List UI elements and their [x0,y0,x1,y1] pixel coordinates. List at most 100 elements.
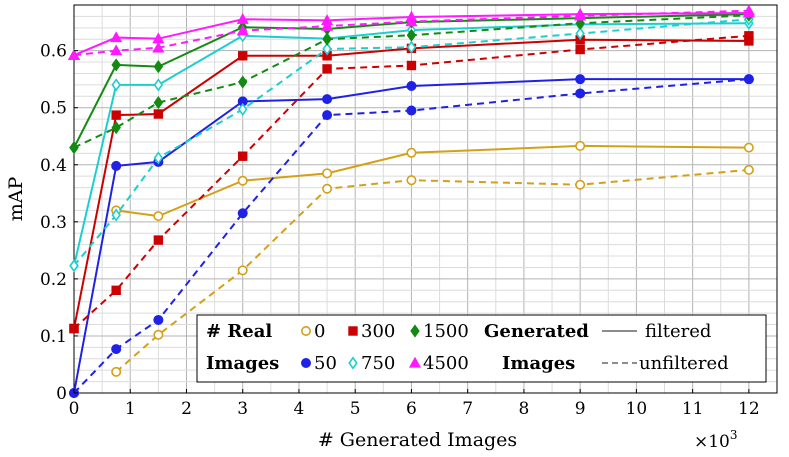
y-tick-label: 0.5 [40,99,67,119]
data-point-marker [153,211,164,222]
series-0-unfiltered [111,164,754,377]
series-50-unfiltered [69,74,754,398]
x-tick-label: 9 [575,399,586,419]
x-tick-label: 0 [69,399,80,419]
legend-filtered-label: filtered [645,321,711,342]
data-point-marker [408,356,422,368]
data-point-marker [111,160,122,171]
data-point-marker [153,109,164,119]
data-point-marker [111,110,121,120]
data-point-marker [111,78,121,92]
series-line [73,78,749,394]
data-point-marker [110,31,123,43]
data-point-marker [322,168,333,179]
legend-entry-real-50: 50 [300,353,337,374]
legend-entry-real-1500: 1500 [410,321,469,342]
legend-entries: 0 300 1500 50 750 4500 [300,321,469,374]
x-tick-label: 11 [682,399,704,419]
data-point-marker [152,41,165,53]
legend-entry-label: 1500 [423,321,469,342]
data-point-marker [238,151,248,161]
data-point-marker [236,13,249,24]
y-tick-label: 0.1 [40,327,67,347]
data-point-marker [153,235,164,245]
data-point-marker [406,105,417,116]
legend: # Real Images Generated Images filtered … [196,314,767,383]
data-point-marker [574,9,587,21]
series-line [73,18,749,267]
x-tick-label: 6 [406,399,417,419]
data-point-marker [153,151,164,165]
data-point-marker [322,110,333,121]
legend-entry-label: 4500 [423,353,469,374]
legend-real-images-label-1: # Real [206,321,272,342]
x-tick-label: 5 [350,399,361,419]
series-750-unfiltered [69,12,754,273]
data-point-marker [322,42,332,56]
y-tick-label: 0.2 [40,270,67,290]
data-point-marker [237,175,248,186]
legend-generated-images-label-1: Generated [484,321,589,342]
x-axis-multiplier-base: ×10 [694,432,730,452]
series-1500-unfiltered [69,8,754,155]
data-point-marker [322,64,332,74]
series-line [73,78,749,394]
series-line [73,38,749,329]
data-point-marker [743,74,754,85]
y-tick-label: 0.4 [40,156,67,176]
data-point-marker [406,175,417,186]
series-4500-unfiltered [67,4,755,60]
data-point-marker [575,74,586,85]
data-point-marker [743,164,754,175]
data-point-marker [575,44,585,55]
data-point-marker [110,44,123,56]
series-line [73,9,749,57]
series-line [73,14,749,149]
data-point-marker [153,96,164,110]
legend-entry-label: 0 [314,321,325,342]
legend-generated-images-label-2: Images [502,353,575,374]
legend-entry-real-300: 300 [348,321,395,342]
data-point-marker [69,259,79,273]
data-point-marker [405,15,418,27]
y-tick-label: 0 [56,384,67,404]
legend-box [196,314,767,383]
data-point-marker [111,366,122,377]
data-point-marker [742,4,755,16]
data-point-marker [300,357,311,368]
data-point-marker [111,58,121,72]
data-point-marker [406,28,417,42]
legend-entry-real-4500: 4500 [408,353,469,374]
data-point-marker [322,183,333,194]
x-axis-title: # Generated Images [318,429,517,451]
data-point-marker [153,314,164,325]
data-point-marker [575,26,585,41]
series-layer [67,4,755,398]
data-point-marker [575,88,586,99]
data-point-marker [406,60,417,71]
data-point-marker [410,324,420,338]
series-line [73,13,749,149]
data-point-marker [575,179,586,190]
data-point-marker [348,356,358,370]
data-point-marker [153,78,164,92]
x-axis-multiplier: ×103 [694,428,738,452]
x-tick-label: 4 [294,399,305,419]
data-point-marker [744,31,754,41]
data-point-marker [406,81,417,92]
data-point-marker [348,326,358,336]
legend-entry-real-0: 0 [300,321,325,342]
series-300-unfiltered [69,31,754,334]
y-tick-label: 0.3 [40,213,67,233]
data-point-marker [575,140,586,151]
data-point-marker [111,208,121,222]
x-tick-label: 1 [125,399,136,419]
series-line [73,11,749,57]
data-point-marker [406,40,417,54]
series-line [73,22,749,266]
x-tick-label: 3 [237,399,248,419]
x-tick-label: 10 [626,399,648,419]
x-tick-label: 8 [519,399,530,419]
data-point-marker [322,32,332,46]
